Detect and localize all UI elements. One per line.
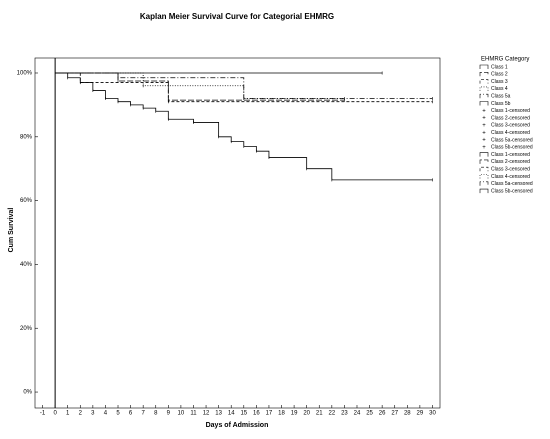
x-tick-label: 16 — [253, 411, 260, 417]
x-tick-label: 6 — [129, 411, 133, 417]
y-tick-label: 100% — [17, 71, 33, 77]
x-tick-label: 20 — [303, 411, 310, 417]
legend-symbol — [479, 152, 489, 157]
legend-label: Class 5b-censored — [491, 145, 533, 151]
x-tick-label: 5 — [116, 411, 120, 417]
survival-curve — [55, 72, 433, 99]
legend-label: Class 5b-censored — [491, 188, 533, 194]
legend-symbol: + — [482, 145, 486, 151]
legend-label: Class 3-censored — [491, 167, 530, 173]
plot-frame — [34, 57, 441, 409]
legend-symbol — [479, 101, 489, 106]
x-tick-label: 17 — [266, 411, 273, 417]
chart-title: Kaplan Meier Survival Curve for Categori… — [140, 12, 334, 21]
legend-symbol: + — [482, 130, 486, 136]
legend-label: Class 4 — [491, 86, 508, 92]
legend-label: Class 5b — [491, 101, 511, 107]
legend-label: Class 2 — [491, 72, 508, 78]
legend-label: Class 4-censored — [491, 130, 530, 136]
x-tick-label: 18 — [278, 411, 285, 417]
legend-label: Class 1-censored — [491, 108, 530, 114]
legend-symbol — [479, 188, 489, 194]
y-tick-label: 0% — [23, 390, 32, 396]
survival-curve — [55, 72, 345, 101]
legend-label: Class 3 — [491, 79, 508, 85]
x-tick-label: 0 — [53, 411, 57, 417]
x-tick-label: 27 — [391, 411, 398, 417]
legend-symbol: + — [482, 116, 486, 122]
legend-symbol: + — [482, 123, 486, 129]
legend-symbol: + — [482, 108, 486, 114]
x-tick-label: 30 — [429, 411, 436, 417]
x-tick-label: 24 — [354, 411, 361, 417]
legend-label: Class 1 — [491, 64, 508, 70]
legend-symbol — [479, 93, 489, 99]
x-tick-label: 15 — [240, 411, 247, 417]
x-tick-label: 14 — [228, 411, 235, 417]
legend-title: EHMRG Category — [481, 57, 529, 63]
y-tick-label: 20% — [20, 326, 33, 332]
x-tick-label: 13 — [215, 411, 222, 417]
legend-label: Class 2-censored — [491, 159, 530, 165]
x-tick-label: 26 — [379, 411, 386, 417]
legend-label: Class 3-censored — [491, 123, 530, 129]
x-axis-title: Days of Admission — [206, 422, 269, 429]
y-tick-label: 40% — [20, 262, 33, 268]
x-tick-label: 7 — [141, 411, 145, 417]
legend-label: Class 4-censored — [491, 174, 530, 180]
x-tick-label: 2 — [79, 411, 83, 417]
y-tick-label: 60% — [20, 198, 33, 204]
x-tick-label: 28 — [404, 411, 411, 417]
x-tick-label: 9 — [167, 411, 171, 417]
y-axis-title: Cum Survival — [8, 208, 15, 253]
survival-curve — [55, 72, 345, 99]
legend-label: Class 5a-censored — [491, 137, 533, 143]
x-tick-label: -1 — [40, 411, 46, 417]
x-tick-label: 1 — [66, 411, 70, 417]
legend-label: Class 5a-censored — [491, 181, 533, 187]
legend-symbol: + — [482, 138, 486, 144]
x-tick-label: 25 — [366, 411, 373, 417]
y-tick-label: 80% — [20, 134, 33, 140]
x-tick-label: 11 — [190, 411, 197, 417]
legend-symbol — [479, 64, 489, 69]
legend-symbol — [479, 159, 489, 164]
x-tick-label: 10 — [178, 411, 185, 417]
legend-label: Class 1-censored — [491, 152, 530, 158]
x-tick-label: 12 — [203, 411, 210, 417]
legend-label: Class 5a — [491, 94, 511, 100]
legend-symbol — [479, 72, 489, 77]
x-tick-label: 8 — [154, 411, 158, 417]
x-tick-label: 22 — [328, 411, 335, 417]
legend-symbol — [479, 86, 489, 91]
legend-symbol — [479, 166, 489, 172]
x-tick-label: 23 — [341, 411, 348, 417]
legend-symbol — [479, 79, 489, 84]
x-tick-label: 29 — [417, 411, 424, 417]
x-tick-label: 4 — [104, 411, 108, 417]
legend-label: Class 2-censored — [491, 115, 530, 121]
x-tick-label: 21 — [316, 411, 323, 417]
x-tick-label: 19 — [291, 411, 298, 417]
legend-symbol — [479, 174, 489, 179]
x-tick-label: 3 — [91, 411, 95, 417]
legend-symbol — [479, 181, 489, 186]
